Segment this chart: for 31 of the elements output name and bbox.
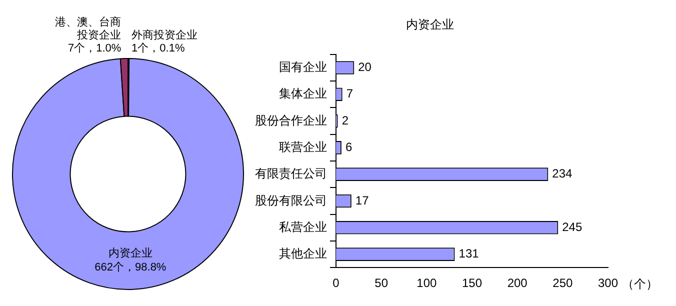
y-tick-label: 集体企业 (279, 86, 327, 101)
y-tick-label: 股份有限公司 (255, 193, 327, 208)
y-tick-label: 股份合作企业 (255, 113, 327, 128)
y-tick-label: 有限责任公司 (255, 166, 327, 181)
chart-title: 内资企业 (406, 18, 454, 32)
data-label: 662个，98.8% (94, 262, 166, 274)
y-tick-label: 联营企业 (279, 140, 327, 154)
data-label: 7个，1.0% (68, 42, 122, 55)
x-tick-label: 250 (552, 276, 573, 290)
data-label: 2 (342, 113, 349, 128)
x-tick-label: 100 (416, 276, 437, 290)
y-tick-label: 私营企业 (279, 220, 327, 234)
slice-label: 港、澳、台商投资企业 (55, 16, 122, 42)
y-tick-label: 其他企业 (279, 246, 327, 261)
data-label: 20 (358, 60, 372, 74)
x-tick-label: 50 (374, 276, 388, 290)
data-label: 245 (562, 220, 582, 234)
slice-label: 外商投资企业 (132, 28, 198, 42)
data-label: 1个，0.1% (132, 42, 185, 55)
x-tick-label: 300 (598, 276, 618, 290)
slice-label: 内资企业 (108, 246, 152, 260)
data-label: 6 (345, 140, 352, 154)
y-tick-label: 国有企业 (279, 60, 327, 74)
x-tick-label: 200 (507, 276, 528, 290)
data-label: 7 (346, 86, 354, 101)
data-label: 131 (458, 246, 480, 261)
data-label: 234 (552, 166, 573, 181)
x-tick-label: 150 (462, 276, 482, 290)
x-tick-label: 0 (332, 276, 340, 290)
data-label: 17 (355, 193, 370, 208)
x-axis-title: （个） (622, 276, 658, 291)
